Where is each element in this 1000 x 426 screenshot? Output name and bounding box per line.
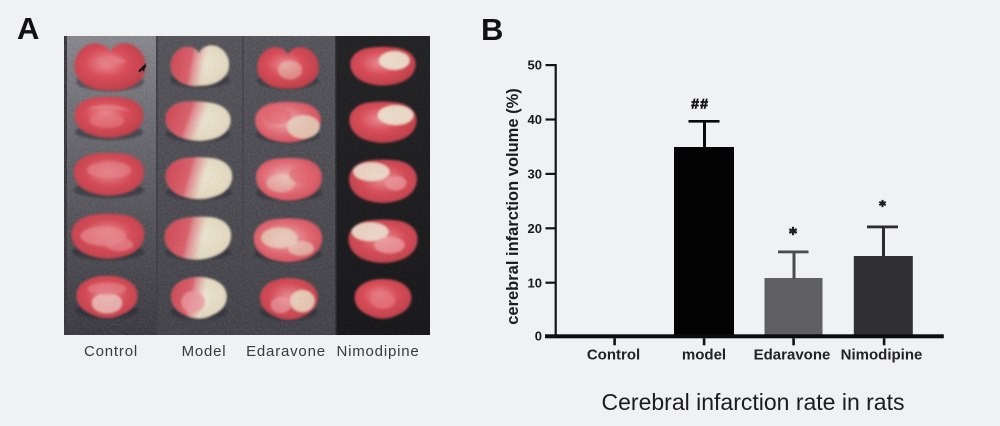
svg-text:model: model [682, 347, 726, 364]
svg-text:Edaravone: Edaravone [246, 343, 326, 360]
svg-text:20: 20 [528, 221, 542, 236]
svg-text:Control: Control [84, 343, 138, 360]
svg-text:cerebral infarction volume (%): cerebral infarction volume (%) [504, 88, 522, 325]
svg-text:0: 0 [535, 329, 542, 344]
svg-text:50: 50 [528, 58, 542, 73]
svg-text:30: 30 [528, 167, 542, 182]
svg-text:Edaravone: Edaravone [754, 347, 831, 364]
svg-text:Cerebral infarction rate in ra: Cerebral infarction rate in rats [602, 389, 905, 415]
svg-text:40: 40 [528, 112, 542, 127]
svg-text:A: A [17, 11, 39, 46]
svg-text:##: ## [691, 96, 709, 112]
svg-text:Nimodipine: Nimodipine [336, 343, 419, 360]
svg-text:Control: Control [587, 347, 640, 364]
svg-text:10: 10 [528, 275, 542, 290]
svg-text:Model: Model [182, 343, 227, 360]
svg-text:Nimodipine: Nimodipine [841, 347, 923, 364]
svg-text:B: B [481, 12, 503, 47]
